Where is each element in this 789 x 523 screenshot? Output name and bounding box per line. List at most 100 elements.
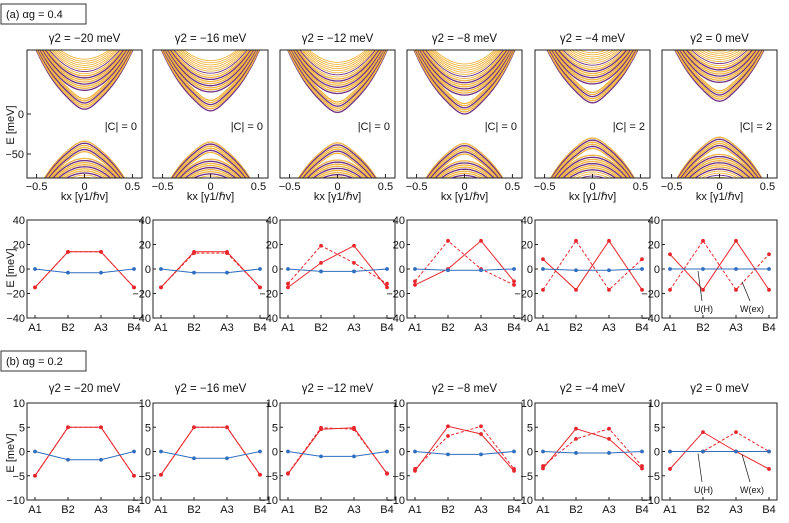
energy-xtick-label: B4 bbox=[380, 504, 393, 516]
conduction-band bbox=[288, 50, 387, 107]
energy-ytick-label: 10 bbox=[13, 398, 25, 410]
u-label: U(H) bbox=[694, 304, 713, 314]
valence-band bbox=[446, 172, 483, 178]
energy-xtick-label: B4 bbox=[253, 504, 266, 516]
valence-band bbox=[55, 164, 114, 178]
w-ex-series-point bbox=[734, 430, 738, 434]
u-h-series-line bbox=[542, 428, 643, 469]
valence-band bbox=[175, 151, 246, 178]
valence-band bbox=[568, 169, 617, 178]
energy-xtick-label: B4 bbox=[127, 322, 140, 334]
blue-series-point bbox=[352, 269, 356, 274]
valence-band bbox=[550, 139, 635, 178]
conduction-band bbox=[300, 50, 375, 74]
band-xtick-label: 0.5 bbox=[633, 181, 648, 193]
chern-label: |C| = 0 bbox=[231, 121, 263, 133]
energy-b-panel-title: γ2 = 0 meV bbox=[690, 383, 749, 395]
conduction-band bbox=[420, 50, 509, 86]
valence-band bbox=[442, 170, 487, 178]
conduction-band bbox=[51, 50, 118, 68]
energy-ytick-label: 0 bbox=[654, 264, 660, 276]
conduction-band bbox=[697, 50, 742, 58]
energy-xtick-label: A3 bbox=[220, 322, 233, 334]
u-label-arrow bbox=[697, 270, 703, 302]
band-panel-title: γ2 = −8 meV bbox=[432, 33, 498, 45]
blue-series-point bbox=[258, 449, 262, 454]
energy-ytick-label: −40 bbox=[386, 313, 405, 325]
blue-series-point bbox=[33, 267, 37, 271]
band-xtick-label: −0.5 bbox=[26, 181, 48, 193]
energy-xtick-label: B4 bbox=[635, 504, 648, 516]
energy-ytick-label: 10 bbox=[139, 398, 151, 410]
conduction-band bbox=[169, 50, 252, 81]
valence-band bbox=[560, 160, 625, 178]
energy-xtick-label: B2 bbox=[569, 504, 582, 516]
blue-series-point bbox=[479, 452, 483, 457]
blue-series-point bbox=[574, 268, 578, 273]
energy-xtick-label: A3 bbox=[347, 504, 360, 516]
conduction-band bbox=[179, 50, 242, 66]
valence-band bbox=[48, 148, 121, 178]
conduction-band bbox=[162, 50, 259, 106]
valence-band bbox=[57, 166, 112, 178]
valence-band bbox=[436, 164, 493, 178]
valence-band bbox=[685, 157, 754, 178]
energy-ytick-label: 0 bbox=[272, 447, 278, 459]
conduction-band bbox=[165, 50, 256, 91]
conduction-band bbox=[433, 50, 496, 65]
u-label-arrow bbox=[697, 453, 703, 483]
energy-frame bbox=[152, 402, 269, 501]
conduction-band bbox=[43, 50, 126, 81]
conduction-band bbox=[562, 50, 623, 66]
u-h-series-point bbox=[701, 430, 705, 434]
valence-band bbox=[310, 165, 365, 178]
energy-xtick-label: B2 bbox=[441, 322, 454, 334]
conduction-band bbox=[181, 50, 240, 64]
blue-series-point bbox=[319, 454, 323, 459]
conduction-band bbox=[681, 50, 758, 79]
band-xtick-label: −0.5 bbox=[661, 181, 683, 193]
energy-xtick-label: A3 bbox=[474, 322, 487, 334]
conduction-band bbox=[684, 50, 755, 73]
conduction-band bbox=[428, 50, 501, 71]
u-h-series-point bbox=[66, 249, 70, 254]
energy-ytick-label: 0 bbox=[527, 447, 533, 459]
conduction-band bbox=[41, 50, 128, 85]
conduction-band bbox=[552, 50, 633, 83]
conduction-band bbox=[287, 50, 388, 114]
u-h-series-point bbox=[668, 252, 672, 257]
u-h-series-point bbox=[479, 432, 483, 436]
conduction-band bbox=[36, 50, 133, 106]
conduction-band bbox=[547, 50, 638, 102]
panel-a-label: (a) αg = 0.4 bbox=[0, 3, 87, 25]
blue-series-line bbox=[34, 268, 135, 274]
w-ex-series-point bbox=[701, 238, 705, 243]
band-xlabel: kx [γ1/ℏv] bbox=[61, 191, 108, 203]
energy-xtick-label: A3 bbox=[94, 504, 107, 516]
energy-ytick-label: 10 bbox=[266, 398, 278, 410]
energy-frame bbox=[279, 219, 396, 319]
conduction-band bbox=[177, 50, 244, 68]
conduction-band bbox=[170, 50, 251, 79]
valence-band bbox=[306, 161, 369, 178]
conduction-band bbox=[44, 50, 125, 79]
energy-ytick-label: −40 bbox=[132, 313, 151, 325]
chern-label: |C| = 0 bbox=[485, 121, 517, 133]
energy-xtick-label: B2 bbox=[61, 504, 74, 516]
valence-band bbox=[431, 153, 498, 178]
valence-band bbox=[558, 158, 627, 178]
valence-band bbox=[308, 163, 367, 178]
valence-band bbox=[297, 142, 378, 178]
conduction-band bbox=[557, 50, 628, 73]
u-h-series-point bbox=[767, 467, 771, 471]
valence-band bbox=[556, 154, 629, 178]
conduction-band bbox=[677, 50, 762, 94]
energy-ytick-label: −10 bbox=[132, 495, 151, 507]
energy-xtick-label: A3 bbox=[602, 322, 615, 334]
conduction-band bbox=[36, 50, 133, 108]
blue-series-point bbox=[479, 268, 483, 273]
w-ex-series-point bbox=[607, 287, 611, 292]
